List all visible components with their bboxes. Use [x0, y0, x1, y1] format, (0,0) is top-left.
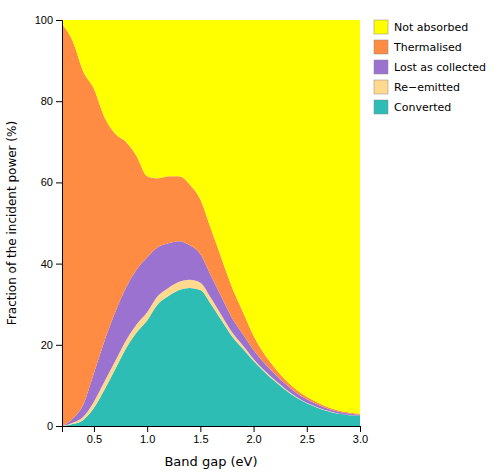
legend-label: Lost as collected	[394, 61, 486, 74]
x-axis-title: Band gap (eV)	[164, 454, 257, 469]
legend-swatch	[374, 40, 388, 54]
tick: 0.5	[87, 426, 102, 445]
legend-item: Re−emitted	[374, 80, 460, 94]
tick-mark	[254, 426, 255, 432]
tick-mark	[56, 20, 62, 21]
chart: 0.5 1.0 1.5 2.0 2.5 3.0 0 20 40 60 80 100 Band gap (…	[0, 0, 500, 476]
legend-label: Re−emitted	[394, 81, 460, 94]
x-axis: 0.5 1.0 1.5 2.0 2.5 3.0	[63, 426, 369, 445]
legend-swatch	[374, 60, 388, 74]
legend-swatch	[374, 20, 388, 34]
legend-label: Not absorbed	[394, 21, 468, 34]
legend-item: Lost as collected	[374, 60, 486, 74]
axis-line	[63, 427, 361, 433]
tick-mark	[147, 426, 148, 432]
tick-label: 0.5	[87, 433, 102, 445]
plot: 0.5 1.0 1.5 2.0 2.5 3.0 0 20 40 60 80 100	[35, 14, 369, 445]
legend-item: Converted	[374, 100, 451, 114]
areas	[62, 20, 360, 426]
axis-line	[56, 21, 63, 427]
legend-swatch	[374, 80, 388, 94]
legend-item: Thermalised	[374, 40, 462, 54]
tick-mark	[56, 426, 62, 427]
tick-label: 40	[41, 258, 53, 270]
tick-mark	[200, 426, 201, 432]
tick-label: 1.5	[193, 433, 208, 445]
tick-mark	[56, 345, 62, 346]
legend-swatch	[374, 100, 388, 114]
tick-label: 2.5	[300, 433, 315, 445]
legend: Not absorbed Thermalised Lost as collected…	[374, 20, 486, 114]
tick-mark	[56, 182, 62, 183]
tick: 40	[41, 258, 62, 270]
tick: 20	[41, 339, 62, 351]
tick-mark	[56, 264, 62, 265]
tick-label: 2.0	[246, 433, 261, 445]
tick-label: 20	[41, 339, 53, 351]
tick-mark	[94, 426, 95, 432]
legend-label: Converted	[394, 101, 451, 114]
tick-label: 0	[47, 420, 53, 432]
tick-label: 80	[41, 95, 53, 107]
tick-mark	[307, 426, 308, 432]
tick-mark	[360, 426, 361, 432]
tick-label: 60	[41, 176, 53, 188]
tick: 1.0	[140, 426, 155, 445]
legend-item: Not absorbed	[374, 20, 468, 34]
tick: 3.0	[353, 426, 368, 445]
tick: 60	[41, 176, 62, 188]
tick-mark	[56, 101, 62, 102]
y-axis-title: Fraction of the incident power (%)	[5, 121, 19, 325]
y-axis: 0 20 40 60 80 100	[35, 14, 63, 432]
tick-label: 3.0	[353, 433, 368, 445]
tick: 0	[47, 420, 62, 432]
legend-label: Thermalised	[393, 41, 462, 54]
tick: 2.0	[246, 426, 261, 445]
tick: 2.5	[300, 426, 315, 445]
tick: 100	[35, 14, 62, 26]
tick: 80	[41, 95, 62, 107]
tick: 1.5	[193, 426, 208, 445]
tick-label: 100	[35, 14, 53, 26]
tick-label: 1.0	[140, 433, 155, 445]
area	[62, 20, 360, 414]
